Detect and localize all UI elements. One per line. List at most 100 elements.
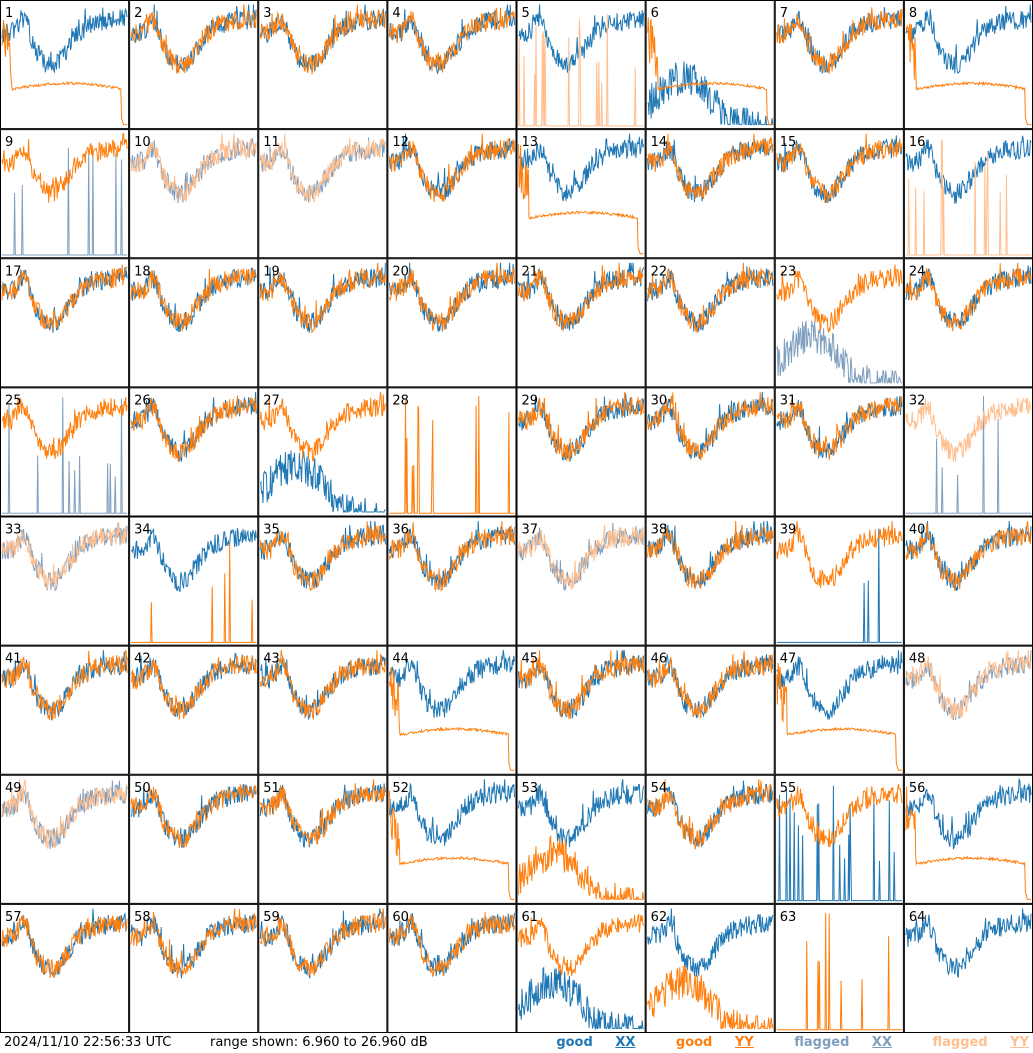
panel-label: 36 xyxy=(392,523,409,538)
range-label: range shown: xyxy=(210,1035,299,1050)
legend: good XX good YY flagged XX flagged YY xyxy=(520,1035,1029,1050)
panel-16: 16 xyxy=(903,129,1033,259)
series-yy-line xyxy=(259,908,386,977)
panel-34: 34 xyxy=(129,516,259,646)
series-xx-line xyxy=(518,522,644,591)
panel-label: 39 xyxy=(780,523,797,538)
series-yy-line xyxy=(905,262,1032,332)
panel-label: 58 xyxy=(134,910,151,925)
panel-50: 50 xyxy=(129,774,259,904)
panel-9: 9 xyxy=(0,129,130,259)
panel-label: 10 xyxy=(134,135,151,150)
series-yy-line xyxy=(647,651,774,719)
series-xx-line xyxy=(518,133,645,202)
panel-label: 47 xyxy=(780,652,797,667)
legend-good-xx: good XX xyxy=(538,1035,635,1050)
series-yy-line xyxy=(518,524,645,591)
series-yy-line xyxy=(1,396,128,460)
series-yy-line xyxy=(388,262,515,332)
panel-label: 59 xyxy=(263,910,280,925)
panel-label: 25 xyxy=(5,393,22,408)
panel-label: 17 xyxy=(5,264,22,279)
legend-good-xx-prefix: good xyxy=(556,1035,598,1050)
panel-56: 56 xyxy=(903,774,1033,904)
series-xx-line xyxy=(518,966,644,1031)
panel-label: 19 xyxy=(263,264,280,279)
series-xx-line xyxy=(905,777,1032,850)
series-xx-line xyxy=(388,779,515,846)
legend-flagged-yy-prefix: flagged xyxy=(932,1035,993,1050)
series-yy-line xyxy=(388,7,515,73)
series-yy-line xyxy=(130,268,257,332)
legend-good-yy: good YY xyxy=(658,1035,754,1050)
panel-label: 61 xyxy=(522,910,539,925)
series-yy-line xyxy=(647,262,774,333)
panel-label: 14 xyxy=(651,135,668,150)
range-shown: range shown: 6.960 to 26.960 dB xyxy=(210,1035,428,1050)
panel-18: 18 xyxy=(129,258,259,388)
panel-5: 5 xyxy=(516,0,646,130)
series-yy-line xyxy=(388,520,515,592)
panel-label: 20 xyxy=(392,264,409,279)
series-yy-line xyxy=(259,521,386,592)
panel-7: 7 xyxy=(774,0,904,130)
panel-21: 21 xyxy=(516,258,646,388)
panel-40: 40 xyxy=(903,516,1033,646)
panel-label: 24 xyxy=(909,264,926,279)
panel-17: 17 xyxy=(0,258,130,388)
panel-43: 43 xyxy=(258,645,388,775)
panel-label: 1 xyxy=(5,6,13,21)
panel-24: 24 xyxy=(903,258,1033,388)
panel-30: 30 xyxy=(645,387,775,517)
panel-label: 53 xyxy=(522,781,539,796)
panel-label: 6 xyxy=(651,6,659,21)
panel-label: 9 xyxy=(5,135,13,150)
series-yy-line xyxy=(647,391,774,461)
series-yy-line xyxy=(776,784,903,848)
panel-label: 13 xyxy=(522,135,539,150)
series-yy-line xyxy=(1,264,128,330)
series-yy-line xyxy=(776,7,903,74)
series-yy-line xyxy=(647,964,774,1031)
panel-label: 38 xyxy=(651,523,668,538)
panel-15: 15 xyxy=(774,129,904,259)
panel-frame xyxy=(387,387,517,517)
panel-frame xyxy=(0,903,130,1033)
panel-label: 37 xyxy=(522,523,539,538)
series-xx-line xyxy=(2,397,128,514)
series-yy-line xyxy=(518,391,645,462)
series-xx-line xyxy=(905,265,1032,329)
series-xx-line xyxy=(905,908,1032,979)
series-xx-line xyxy=(388,650,515,718)
panel-19: 19 xyxy=(258,258,388,388)
legend-good-xx-pol: XX xyxy=(615,1035,636,1050)
series-yy-line xyxy=(131,543,257,643)
panel-label: 18 xyxy=(134,264,151,279)
series-xx-line xyxy=(905,135,1032,204)
series-xx-line xyxy=(388,4,515,74)
series-yy-line xyxy=(518,650,645,720)
panel-label: 50 xyxy=(134,781,151,796)
panel-label: 8 xyxy=(909,6,917,21)
panel-label: 11 xyxy=(263,135,280,150)
legend-flagged-yy-pol: YY xyxy=(1010,1035,1029,1050)
panel-label: 51 xyxy=(263,781,280,796)
footer: 2024/11/10 22:56:33 UTC range shown: 6.9… xyxy=(0,1033,1033,1053)
series-yy-line xyxy=(1,20,128,126)
panel-31: 31 xyxy=(774,387,904,517)
series-yy-line xyxy=(647,779,774,850)
series-xx-line xyxy=(259,450,386,513)
panel-4: 4 xyxy=(387,0,517,130)
series-yy-line xyxy=(1,649,128,720)
panel-20: 20 xyxy=(387,258,517,388)
legend-flagged-yy: flagged YY xyxy=(915,1035,1030,1050)
panel-57: 57 xyxy=(0,903,130,1033)
series-xx-line xyxy=(518,779,645,848)
panel-33: 33 xyxy=(0,516,130,646)
panel-label: 15 xyxy=(780,135,797,150)
series-yy-line xyxy=(905,139,1031,256)
series-yy-line xyxy=(130,4,257,74)
panel-label: 27 xyxy=(263,393,280,408)
panel-label: 46 xyxy=(651,652,668,667)
